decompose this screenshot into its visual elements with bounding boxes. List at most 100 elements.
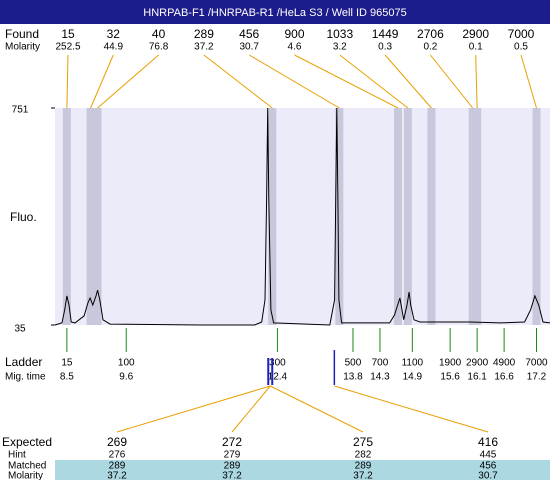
found-molarity: 4.6 (288, 42, 302, 53)
expected-connector (231, 385, 271, 433)
expected-cell: 279 (224, 450, 241, 461)
found-molarity: 0.1 (469, 42, 483, 53)
expected-row-label: Expected (2, 435, 52, 449)
found-size: 456 (239, 27, 259, 41)
expected-cell: 416 (478, 435, 498, 449)
expected-row-label: Hint (8, 450, 26, 461)
expected-cell: 289 (224, 461, 241, 472)
ladder-mig-time: 16.6 (494, 372, 514, 383)
peak-connector (203, 54, 273, 109)
ladder-size: 1900 (439, 358, 462, 369)
ladder-size: 700 (372, 358, 389, 369)
found-size: 40 (152, 27, 166, 41)
found-molarity: 76.8 (149, 42, 169, 53)
matched-row-bg (55, 460, 550, 480)
expected-cell: 272 (222, 435, 242, 449)
ladder-mig-time: 17.2 (527, 372, 547, 383)
expected-cell: 37.2 (353, 471, 373, 480)
ladder-mig-time: 15.6 (440, 372, 460, 383)
found-size: 1033 (326, 27, 353, 41)
expected-cell: 269 (107, 435, 127, 449)
header-bar (0, 0, 550, 24)
ladder-label: Ladder (5, 355, 42, 369)
ladder-size: 500 (345, 358, 362, 369)
ladder-size: 15 (61, 358, 73, 369)
trace-line (54, 107, 550, 326)
expected-row-label: Matched (8, 461, 46, 472)
y-tick-label: 35 (14, 324, 26, 335)
peak-connector (294, 54, 399, 109)
expected-row-label: Molarity (8, 471, 43, 480)
ladder-mig-time: 14.9 (403, 372, 423, 383)
peak-band (86, 108, 95, 325)
found-size: 32 (107, 27, 121, 41)
expected-cell: 289 (109, 461, 126, 472)
found-molarity: 44.9 (104, 42, 124, 53)
found-size: 900 (284, 27, 304, 41)
found-size: 1449 (372, 27, 399, 41)
found-molarity: 0.3 (378, 42, 392, 53)
ladder-size: 1100 (402, 358, 424, 369)
ladder-size: 100 (118, 358, 135, 369)
chart-title: HNRPAB-F1 /HNRPAB-R1 /HeLa S3 / Well ID … (143, 7, 406, 19)
expected-cell: 275 (353, 435, 373, 449)
peak-band (268, 108, 277, 325)
expected-cell: 456 (480, 461, 497, 472)
peak-connector (520, 54, 537, 109)
peak-band (468, 108, 477, 325)
plot-area (55, 108, 550, 325)
found-molarity: 252.5 (55, 42, 80, 53)
expected-cell: 37.2 (222, 471, 242, 480)
found-molarity: 30.7 (239, 42, 259, 53)
y-axis-label: Fluo. (10, 210, 37, 224)
found-molarity: 0.5 (514, 42, 528, 53)
ladder-size: 300 (269, 358, 286, 369)
ladder-mig-time: 9.6 (119, 372, 133, 383)
peak-connector (97, 54, 159, 109)
peak-connector (66, 54, 69, 109)
molarity-label: Molarity (5, 42, 40, 53)
expected-connector (334, 385, 489, 433)
ladder-size: 4900 (493, 358, 516, 369)
mig-time-label: Mig. time (5, 372, 46, 383)
ladder-mig-time: 14.3 (370, 372, 390, 383)
peak-band (393, 108, 402, 325)
expected-connector (116, 385, 271, 433)
peak-connector (384, 54, 432, 109)
found-molarity: 37.2 (194, 42, 214, 53)
peak-band (473, 108, 482, 325)
y-tick-label: 751 (12, 105, 29, 116)
peak-connector (90, 54, 114, 109)
found-molarity: 0.2 (423, 42, 437, 53)
peak-band (93, 108, 102, 325)
found-molarity: 3.2 (333, 42, 347, 53)
peak-band (403, 108, 412, 325)
expected-cell: 30.7 (478, 471, 498, 480)
ladder-size: 2900 (466, 358, 489, 369)
ladder-mig-time: 8.5 (60, 372, 74, 383)
expected-cell: 37.2 (107, 471, 127, 480)
found-label: Found (5, 27, 39, 41)
peak-band (532, 108, 541, 325)
ladder-mig-time: 16.1 (467, 372, 487, 383)
ladder-mig-time: 12.4 (268, 372, 288, 383)
expected-cell: 289 (355, 461, 372, 472)
found-size: 2706 (417, 27, 444, 41)
peak-connector (248, 54, 340, 109)
expected-cell: 445 (480, 450, 497, 461)
found-size: 2900 (462, 27, 489, 41)
peak-band (62, 108, 71, 325)
ladder-mig-time: 13.8 (343, 372, 363, 383)
expected-connector (270, 385, 364, 433)
found-size: 15 (61, 27, 75, 41)
expected-cell: 282 (355, 450, 372, 461)
peak-connector (475, 54, 478, 109)
found-size: 289 (194, 27, 214, 41)
found-size: 7000 (508, 27, 535, 41)
peak-connector (430, 54, 474, 109)
expected-cell: 276 (109, 450, 126, 461)
ladder-size: 7000 (525, 358, 548, 369)
peak-band (427, 108, 436, 325)
peak-connector (339, 54, 409, 109)
